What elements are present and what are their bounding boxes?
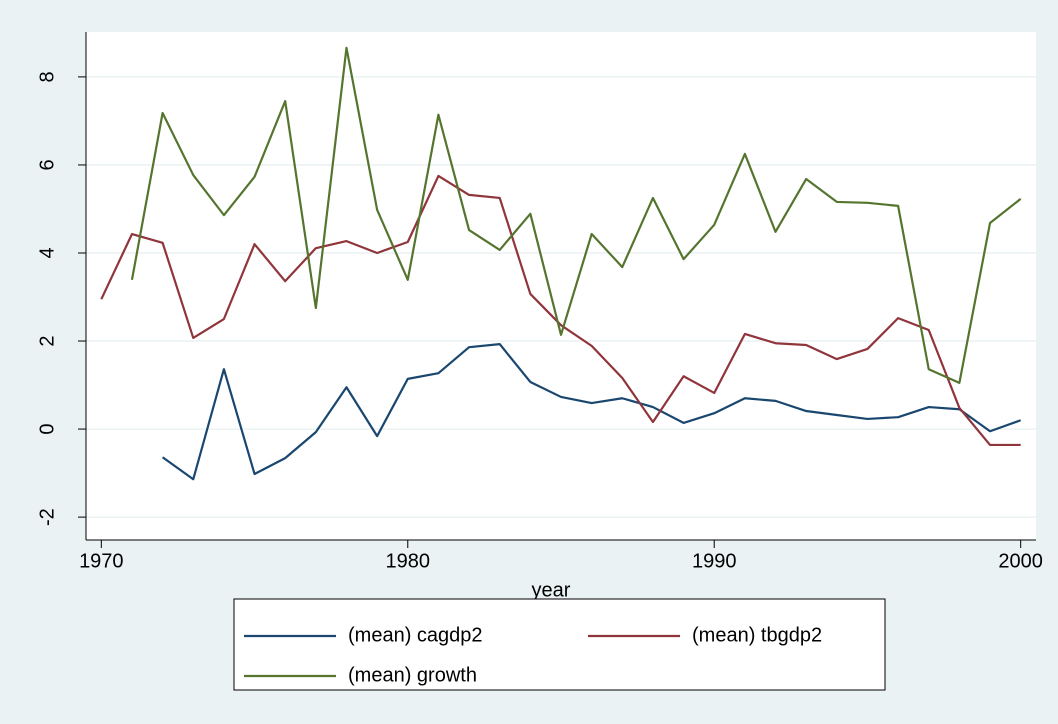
legend-label: (mean) tbgdp2 <box>692 624 822 646</box>
series-line <box>130 46 1022 384</box>
y-tick-label: 8 <box>36 71 58 82</box>
series-line <box>100 174 1021 447</box>
series-line <box>161 343 1022 481</box>
plot-area <box>86 32 1036 540</box>
legend-label: (mean) cagdp2 <box>348 624 483 646</box>
x-tick-label: 1990 <box>692 550 737 572</box>
legend-label: (mean) growth <box>348 664 477 686</box>
x-tick-label: 1980 <box>386 550 431 572</box>
legend <box>233 598 886 691</box>
y-tick-label: 4 <box>36 247 58 258</box>
y-tick-label: -2 <box>36 508 58 526</box>
y-tick-label: 0 <box>36 424 58 435</box>
x-tick-label: 2000 <box>998 550 1043 572</box>
y-tick-label: 2 <box>36 335 58 346</box>
x-axis-label: year <box>532 579 571 601</box>
y-tick-label: 6 <box>36 159 58 170</box>
x-tick-label: 1970 <box>79 550 124 572</box>
